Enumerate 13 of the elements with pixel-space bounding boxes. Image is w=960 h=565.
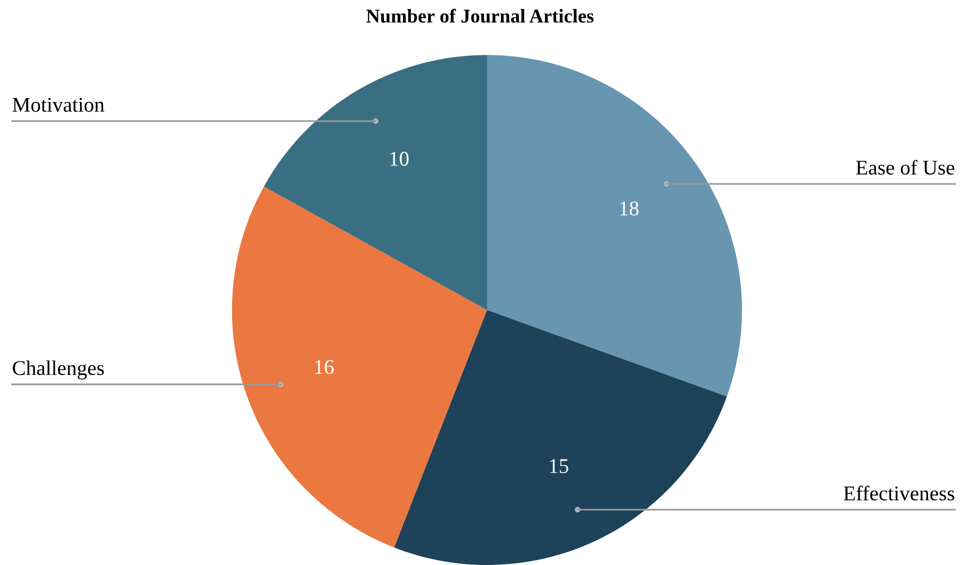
pie-slice	[487, 55, 742, 397]
data-label: 18	[620, 201, 639, 216]
data-label: 16	[315, 360, 334, 374]
slice-label: Effectiveness	[844, 486, 954, 500]
data-label: 15	[550, 459, 568, 474]
chart-title: Number of Journal Articles	[366, 8, 594, 23]
pie-slice	[264, 55, 487, 310]
data-label: 10	[390, 152, 409, 166]
slice-label: Motivation	[12, 98, 104, 112]
slice-label: Ease of Use	[856, 160, 954, 175]
slice-label: Challenges	[12, 360, 104, 380]
pie-slice	[232, 186, 487, 548]
pie-slice	[394, 310, 727, 565]
